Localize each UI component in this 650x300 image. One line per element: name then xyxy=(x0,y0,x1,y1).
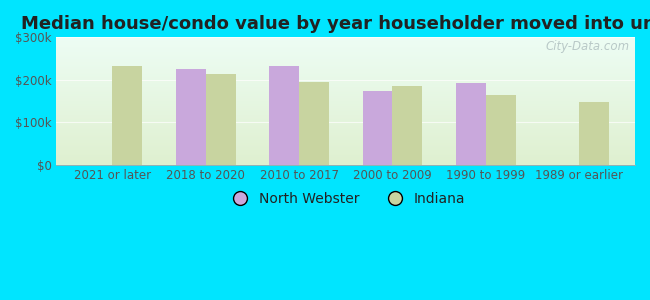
Bar xyxy=(363,91,393,165)
Bar xyxy=(176,69,206,165)
Legend: North Webster, Indiana: North Webster, Indiana xyxy=(220,187,471,211)
Bar xyxy=(269,66,299,165)
Bar xyxy=(206,74,236,165)
Bar xyxy=(393,86,422,165)
Bar xyxy=(456,83,486,165)
Title: Median house/condo value by year householder moved into unit: Median house/condo value by year househo… xyxy=(21,15,650,33)
Bar xyxy=(579,102,609,165)
Bar xyxy=(112,66,142,165)
Bar xyxy=(486,95,515,165)
Bar xyxy=(299,82,329,165)
Text: City-Data.com: City-Data.com xyxy=(545,40,629,53)
